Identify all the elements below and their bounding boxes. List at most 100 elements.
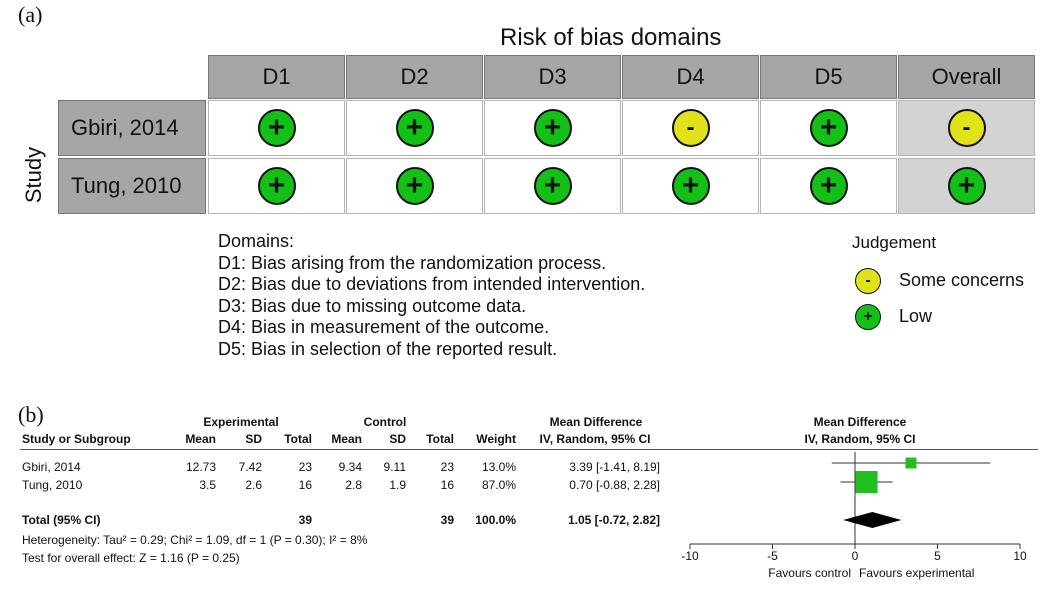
rob-cell: + [760,100,897,156]
domain-d1: D1: Bias arising from the randomization … [218,252,607,273]
row-ctl-total: 16 [440,478,454,492]
rob-cell: + [208,158,345,214]
x-tick-label: -10 [681,549,699,563]
row-exp-total: 23 [298,460,312,474]
row-exp-mean: 3.5 [199,478,216,492]
row-exp-total: 16 [298,478,312,492]
col-ctl-sd: SD [389,432,406,446]
judgement-title: Judgement [852,233,937,252]
total-ci: 1.05 [-0.72, 2.82] [567,513,660,527]
study-name: Tung, 2010 [58,158,206,214]
total-weight: 100.0% [475,513,516,527]
col-ctl-total: Total [426,432,454,446]
header-overall: Overall [898,55,1035,99]
overall-effect-text: Test for overall effect: Z = 1.16 (P = 0… [22,551,240,565]
col-exp-total: Total [284,432,312,446]
effect-square [855,471,878,493]
header-d1: D1 [208,55,345,99]
header-divider [20,449,1038,450]
legend-some-icon: - [855,268,881,294]
low-risk-icon: + [671,167,710,205]
x-tick-label: -5 [767,549,778,563]
total-ctl: 39 [440,513,454,527]
favours-left-label: Favours control [768,566,851,580]
low-risk-icon: + [809,109,848,147]
legend-low-label: Low [899,306,933,326]
row-weight: 13.0% [481,460,516,474]
rob-cell: + [622,158,759,214]
group-control: Control [363,415,407,429]
row-weight: 87.0% [481,478,516,492]
row-ci: 3.39 [-1.41, 8.19] [569,460,660,474]
x-tick-label: 5 [934,549,941,563]
low-risk-icon: + [257,109,296,147]
row-study-name: Tung, 2010 [22,478,83,492]
col-exp-mean: Mean [185,432,216,446]
low-risk-icon: + [257,167,296,205]
rob-grid: D1 D2 D3 D4 D5 Overall Gbiri, 2014 + + + - + - Tung, … [58,55,1035,215]
domain-d2: D2: Bias due to deviations from intended… [218,274,646,294]
row-exp-sd: 7.42 [238,460,262,474]
domain-d5: D5: Bias in selection of the reported re… [218,338,558,359]
row-ctl-sd: 1.9 [389,478,406,492]
total-exp: 39 [298,513,312,527]
x-tick-label: 0 [852,549,859,563]
rob-cell: - [622,100,759,156]
rob-cell: - [898,100,1035,156]
row-exp-mean: 12.73 [185,460,216,474]
low-risk-icon: + [947,167,986,205]
col-study: Study or Subgroup [22,432,131,446]
low-risk-icon: + [395,109,434,147]
header-d4: D4 [622,55,759,99]
rob-cell: + [346,100,483,156]
domain-d4: D4: Bias in measurement of the outcome. [218,317,550,337]
rob-cell: + [898,158,1035,214]
low-risk-icon: + [809,167,848,205]
rob-cell: + [484,158,621,214]
group-md-right: Mean Difference [813,415,907,429]
row-exp-sd: 2.6 [245,478,262,492]
heterogeneity-text: Heterogeneity: Tau² = 0.29; Chi² = 1.09,… [22,533,368,547]
panel-label-b: (b) [18,402,44,427]
study-name: Gbiri, 2014 [58,100,206,156]
favours-right-label: Favours experimental [859,566,974,580]
some-concerns-icon: - [947,109,986,147]
rob-cell: + [208,100,345,156]
header-d5: D5 [760,55,897,99]
domains-legend: Domains: D1: Bias arising from the rando… [218,231,645,360]
x-tick-label: 10 [1013,549,1027,563]
panel-label-a: (a) [18,2,43,27]
group-md-left: Mean Difference [549,415,643,429]
row-study-name: Gbiri, 2014 [22,460,81,474]
group-experimental: Experimental [203,415,279,429]
effect-square [905,457,917,469]
legend-low-icon: + [855,304,881,330]
row-ctl-mean: 2.8 [345,478,362,492]
pooled-diamond [843,512,902,528]
col-ctl-mean: Mean [331,432,362,446]
col-ci-left: IV, Random, 95% CI [539,432,651,446]
low-risk-icon: + [395,167,434,205]
col-weight: Weight [476,432,516,446]
col-ci-right: IV, Random, 95% CI [804,432,916,446]
some-concerns-icon: - [671,109,710,147]
row-ci: 0.70 [-0.88, 2.28] [569,478,660,492]
rob-title: Risk of bias domains [500,24,722,51]
judgement-legend: - Some concerns + Low [855,266,1045,336]
domain-d3: D3: Bias due to missing outcome data. [218,295,527,316]
low-risk-icon: + [533,167,572,205]
rob-cell: + [484,100,621,156]
row-ctl-mean: 9.34 [338,460,362,474]
rob-cell: + [760,158,897,214]
forest-plot: -10 -5 0 5 10 Favours control Favours experime… [681,452,1027,580]
low-risk-icon: + [533,109,572,147]
total-label: Total (95% CI) [22,513,101,527]
rob-cell: + [346,158,483,214]
study-axis-label: Study [21,146,46,204]
row-ctl-sd: 9.11 [383,460,406,474]
header-d2: D2 [346,55,483,99]
header-d3: D3 [484,55,621,99]
legend-some-label: Some concerns [899,270,1025,290]
domains-title: Domains: [218,231,295,251]
row-ctl-total: 23 [440,460,454,474]
